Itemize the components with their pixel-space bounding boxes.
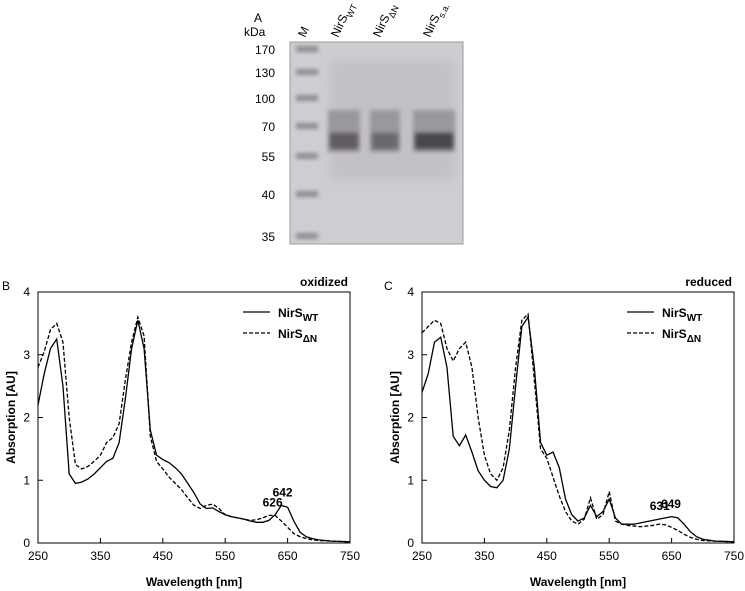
marker-band (296, 46, 318, 52)
marker-band (296, 191, 318, 197)
marker-size: 55 (262, 150, 276, 164)
peak-annotation: 631 (650, 499, 670, 513)
unit-label: kDa (244, 25, 266, 39)
legend-label-base: NirS (278, 327, 303, 341)
x-tick-label: 550 (599, 549, 619, 563)
x-tick-label: 450 (153, 549, 173, 563)
marker-size: 100 (255, 92, 275, 106)
marker-band (296, 69, 318, 75)
panel-letter: C (384, 279, 393, 293)
lane-label: NirSΔN (370, 1, 401, 41)
x-axis-label: Wavelength [nm] (530, 575, 626, 589)
legend-label-sub: ΔN (303, 334, 317, 345)
legend-label: NirSWT (662, 306, 702, 324)
legend-label-base: NirS (662, 306, 687, 320)
peak-annotation: 626 (263, 495, 283, 509)
legend-label-sub: ΔN (687, 334, 701, 345)
y-tick-label: 3 (23, 348, 30, 362)
panel-letter: B (2, 279, 10, 293)
plot-frame (421, 291, 735, 544)
legend-label: NirSWT (278, 306, 318, 324)
x-tick-label: 650 (278, 549, 298, 563)
x-tick-label: 650 (662, 549, 682, 563)
y-tick-label: 2 (23, 411, 30, 425)
x-tick-label: 750 (340, 549, 360, 563)
marker-label: M (295, 24, 312, 39)
marker-band (296, 233, 318, 239)
legend-label: NirSΔN (662, 327, 701, 345)
protein-band (415, 133, 453, 149)
y-tick-label: 4 (407, 285, 414, 299)
spectrum-line (421, 315, 735, 543)
x-tick-label: 250 (412, 549, 432, 563)
x-tick-label: 350 (90, 549, 110, 563)
marker-band (296, 123, 318, 129)
y-tick-label: 1 (407, 473, 414, 487)
x-axis-label: Wavelength [nm] (146, 575, 242, 589)
lane-label-sub: s.a. (436, 2, 451, 19)
peak-annotation: 649 (661, 497, 681, 511)
spectrum-line (37, 320, 351, 543)
lane-label-sub: ΔN (386, 4, 400, 20)
x-tick-label: 250 (28, 549, 48, 563)
x-tick-label: 450 (537, 549, 557, 563)
protein-band (330, 133, 358, 149)
y-tick-label: 2 (407, 411, 414, 425)
lane-label: NirSs.a. (420, 0, 452, 41)
y-tick-label: 0 (23, 536, 30, 550)
legend-label-base: NirS (662, 327, 687, 341)
legend-label-base: NirS (278, 306, 303, 320)
y-tick-label: 0 (407, 536, 414, 550)
marker-band (296, 153, 318, 159)
protein-band (372, 133, 398, 149)
legend-label-sub: WT (687, 313, 703, 324)
legend-label-sub: WT (303, 313, 319, 324)
legend-label: NirSΔN (278, 327, 317, 345)
panel-letter: A (254, 11, 262, 25)
y-axis-label: Absorption [AU] (388, 371, 402, 464)
lane-label-sub: WT (344, 2, 359, 19)
chart-title: reduced (685, 275, 732, 289)
lane-label: NirSWT (328, 0, 360, 41)
x-tick-label: 350 (474, 549, 494, 563)
y-axis-label: Absorption [AU] (4, 371, 18, 464)
spectrum-line (37, 314, 351, 543)
y-tick-label: 3 (407, 348, 414, 362)
marker-size: 170 (255, 43, 275, 57)
marker-size: 70 (262, 120, 276, 134)
spectrum-line (421, 312, 735, 543)
marker-size: 130 (255, 66, 275, 80)
x-tick-label: 550 (215, 549, 235, 563)
marker-band (296, 95, 318, 101)
y-tick-label: 4 (23, 285, 30, 299)
peak-annotation: 642 (273, 486, 293, 500)
marker-size: 35 (262, 230, 276, 244)
marker-size: 40 (262, 188, 276, 202)
chart-title: oxidized (300, 275, 348, 289)
x-tick-label: 750 (724, 549, 744, 563)
y-tick-label: 1 (23, 473, 30, 487)
